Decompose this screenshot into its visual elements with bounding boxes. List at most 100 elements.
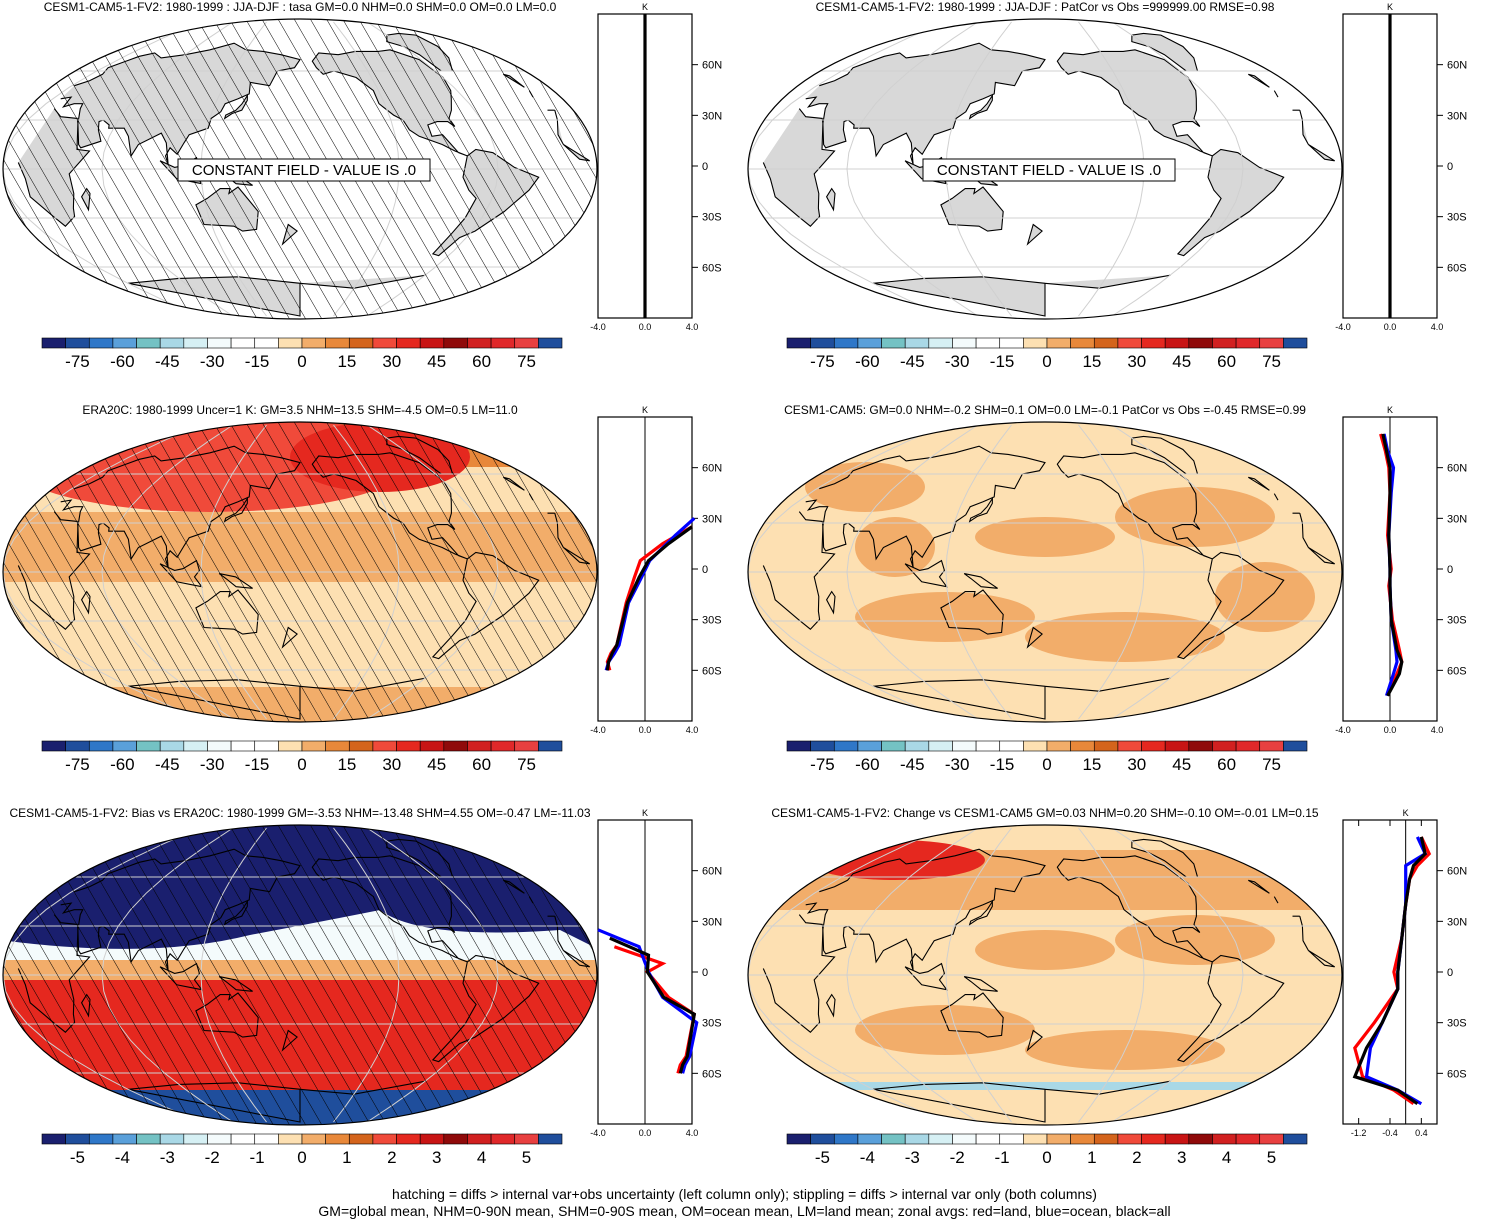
xtick-label: -4.0 (590, 322, 606, 332)
ytick-label: 0 (702, 564, 708, 576)
colorbar-label: 60 (1217, 755, 1236, 774)
colorbar-swatch (786, 740, 811, 752)
zonal-mean-plot: K 60N 30N 0 30S 60S -4.0 0.0 4.0 (1335, 2, 1467, 332)
map (747, 421, 1343, 723)
colorbar-swatch (490, 1133, 516, 1145)
colorbar-swatch (514, 337, 539, 349)
ytick-label: 60S (1447, 665, 1467, 677)
label-text: CONSTANT FIELD - VALUE IS .0 (192, 162, 416, 179)
continent-namerica (1056, 855, 1213, 963)
colorbar-label: 45 (427, 352, 446, 371)
ytick-label: 60N (702, 60, 722, 72)
xtick-label: 0.0 (639, 322, 652, 332)
colorbar-label: -60 (110, 755, 135, 774)
colorbar-swatch (1070, 337, 1095, 349)
colorbar-label: 45 (1172, 755, 1191, 774)
colorbar-swatch (301, 1133, 326, 1145)
colorbar-swatch (1117, 740, 1142, 752)
colorbar-label: -45 (900, 755, 925, 774)
colorbar-swatch (136, 1133, 161, 1145)
colorbar-swatch (1259, 1133, 1284, 1145)
anomaly-region (1115, 915, 1275, 965)
colorbar-swatch (928, 1133, 953, 1145)
panel-4: CESM1-CAM5: GM=0.0 NHM=-0.2 SHM=0.1 OM=0… (745, 403, 1489, 803)
ytick-label: 30N (1447, 513, 1467, 525)
colorbar-swatch (183, 740, 208, 752)
map-border (747, 18, 1343, 320)
band (748, 1082, 1342, 1090)
series-all (609, 936, 697, 1074)
colorbar-swatch (833, 337, 859, 349)
map (2, 421, 598, 723)
figure-footer: hatching = diffs > internal var+obs unce… (0, 1186, 1489, 1220)
colorbar-swatch (514, 1133, 539, 1145)
ytick-label: 60S (1447, 262, 1467, 274)
map (747, 824, 1343, 1126)
gridline-lon (1111, 21, 1244, 317)
colorbar-swatch (999, 1133, 1024, 1145)
gridline-lon (945, 827, 1012, 1123)
anomaly-region (975, 517, 1115, 557)
continent-madagascar (825, 590, 836, 615)
colorbar-swatch (881, 337, 906, 349)
map-field (3, 422, 597, 722)
continent-australia (940, 589, 1004, 635)
colorbar-swatch (1283, 337, 1308, 349)
ytick-label: 30S (702, 615, 722, 627)
gridline-lon (748, 21, 945, 317)
continent-japan (968, 899, 993, 926)
colorbar-swatch (396, 740, 421, 752)
gridline-lon (1111, 827, 1244, 1123)
colorbar-swatch (443, 337, 468, 349)
colorbar-swatch (372, 337, 397, 349)
xtick-label: 0.4 (1415, 1128, 1428, 1138)
colorbar-swatch (278, 337, 303, 349)
continent-nz (1026, 223, 1043, 246)
colorbar-swatch (490, 337, 516, 349)
colorbar-swatch (1023, 740, 1048, 752)
panel-6: CESM1-CAM5-1-FV2: Change vs CESM1-CAM5 G… (745, 806, 1489, 1206)
colorbar-swatch (1093, 337, 1119, 349)
colorbar-label: 60 (1217, 352, 1236, 371)
colorbar-swatch (254, 1133, 279, 1145)
colorbar-label: 15 (1082, 352, 1101, 371)
colorbar-swatch (136, 740, 161, 752)
colorbar-label: 75 (517, 755, 536, 774)
zonal-mean-plot: K 60N 30N 0 30S 60S -4.0 0.0 4.0 (590, 2, 722, 332)
continent-samerica (1176, 954, 1285, 1063)
ytick-label: 0 (1447, 967, 1453, 979)
continent-australia (940, 992, 1004, 1038)
colorbar-swatch (1164, 337, 1190, 349)
colorbar-swatch (1259, 337, 1284, 349)
colorbar-swatch (136, 337, 161, 349)
colorbar-swatch (467, 1133, 492, 1145)
ytick-label: 30S (702, 212, 722, 224)
colorbar-swatch (1212, 740, 1237, 752)
colorbar-swatch (159, 1133, 185, 1145)
colorbar-label: -4 (860, 1148, 875, 1167)
continent-australia (940, 186, 1004, 232)
colorbar-label: 2 (387, 1148, 396, 1167)
colorbar-label: 0 (297, 1148, 306, 1167)
colorbar-swatch (1188, 740, 1213, 752)
colorbar-swatch (833, 1133, 859, 1145)
map-border (2, 18, 598, 320)
continent-nz (1026, 1029, 1043, 1052)
ytick-label: 60S (702, 1068, 722, 1080)
colorbar-swatch (396, 1133, 421, 1145)
colorbar-swatch (419, 740, 445, 752)
colorbar-swatch (278, 740, 303, 752)
continent-indonesia (904, 962, 948, 991)
map-border (747, 824, 1343, 1126)
map: CONSTANT FIELD - VALUE IS .0 (2, 18, 598, 320)
colorbar-label: 0 (297, 352, 306, 371)
xtick-label: -1.2 (1351, 1128, 1367, 1138)
colorbar-swatch (928, 337, 953, 349)
colorbar-swatch (88, 1133, 114, 1145)
colorbar-label: -75 (65, 352, 90, 371)
anomaly-region (855, 517, 935, 577)
colorbar-swatch (467, 337, 492, 349)
series-land (605, 525, 693, 671)
colorbar-swatch (348, 1133, 374, 1145)
colorbar-swatch (443, 1133, 468, 1145)
